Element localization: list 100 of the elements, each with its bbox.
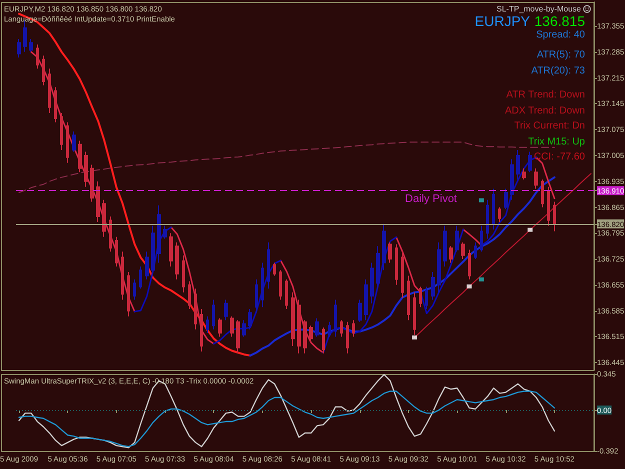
candlestick [157, 204, 161, 264]
candlestick [534, 168, 538, 190]
annotation: Trix M15: Up [528, 136, 586, 148]
candlestick [182, 254, 185, 293]
line-series [249, 176, 556, 357]
annotation: 136.815 [534, 13, 586, 29]
candlestick [255, 278, 258, 314]
candlestick [504, 188, 508, 210]
candlestick [115, 236, 118, 267]
candlestick [431, 271, 435, 300]
annotation: EURJPY [474, 13, 531, 29]
candlestick [200, 308, 203, 352]
annotation: ATR(20): 73 [531, 66, 586, 76]
candlestick [29, 38, 33, 52]
candlestick [48, 68, 51, 114]
candlestick [194, 288, 197, 330]
candlestick [109, 216, 112, 252]
candlestick [102, 199, 106, 238]
annotation: ATR(5): 70 [536, 50, 586, 60]
candlestick [188, 280, 191, 310]
candlestick [248, 308, 252, 330]
candlestick [291, 292, 295, 346]
candlestick [267, 242, 270, 290]
point [478, 198, 484, 202]
candlestick [54, 86, 57, 123]
candlestick [401, 251, 404, 298]
candlestick [175, 242, 179, 280]
candlestick [528, 151, 532, 173]
point [478, 277, 484, 282]
candlestick [541, 179, 544, 208]
candlestick [127, 271, 130, 317]
candlestick [516, 149, 520, 180]
candlestick [492, 188, 495, 230]
candlestick [151, 225, 155, 276]
candlestick [285, 278, 288, 310]
candlestick [413, 292, 416, 336]
candlestick [553, 201, 556, 232]
candlestick [328, 321, 331, 338]
candlestick [340, 320, 343, 338]
annotation: SL-TP_move-by-Mouse [496, 4, 582, 14]
candlestick [42, 55, 45, 86]
candlestick [66, 122, 69, 164]
candlestick [72, 130, 76, 152]
candlestick [163, 225, 167, 240]
candlestick [84, 151, 88, 188]
line-series [18, 390, 556, 448]
ref-line-label: Daily Pivot [405, 193, 457, 206]
candlestick [352, 320, 355, 338]
candlestick [449, 246, 453, 264]
candlestick [486, 199, 489, 240]
candlestick [419, 286, 422, 308]
candlestick [206, 316, 209, 334]
candlestick [468, 249, 471, 280]
candlestick [96, 180, 100, 223]
candlestick [273, 262, 276, 276]
candlestick [461, 242, 465, 260]
candlestick [364, 278, 368, 321]
candlestick [522, 168, 526, 180]
candlestick [297, 299, 301, 354]
candlestick [303, 320, 307, 354]
candlestick [358, 299, 362, 322]
candlestick [498, 206, 501, 223]
candlestick [169, 232, 173, 267]
point [466, 284, 472, 288]
point [412, 335, 418, 340]
candlestick [309, 325, 313, 343]
candlestick [212, 299, 215, 330]
point [528, 228, 533, 232]
candlestick [121, 251, 124, 300]
candlestick [370, 262, 374, 304]
candlestick [279, 270, 282, 300]
candlestick [139, 266, 142, 290]
candlestick [17, 38, 21, 58]
candlestick [133, 278, 136, 300]
candlestick [510, 158, 514, 200]
candlestick [315, 318, 319, 338]
candlestick [480, 225, 483, 252]
candlestick [407, 275, 410, 321]
annotation: Trix Current: Dn [514, 120, 585, 132]
candlestick [455, 225, 459, 252]
candlestick [425, 286, 428, 310]
annotation: ATR Trend: Down [506, 90, 585, 100]
candlestick [145, 251, 149, 280]
candlestick [90, 164, 94, 202]
candlestick [382, 223, 386, 271]
candlestick [346, 321, 349, 354]
candlestick [60, 112, 63, 150]
candlestick [230, 316, 234, 338]
candlestick [388, 242, 392, 264]
candlestick [261, 262, 264, 308]
candlestick [474, 242, 477, 260]
candlestick [547, 186, 550, 226]
candlestick [242, 320, 246, 338]
candlestick [376, 246, 380, 290]
candlestick [437, 242, 441, 293]
candlestick [218, 318, 222, 338]
candlestick [78, 140, 82, 173]
annotation: CCI: -77.60 [534, 152, 586, 162]
candlestick [236, 320, 240, 354]
annotation: Spread: 40 [536, 30, 586, 40]
